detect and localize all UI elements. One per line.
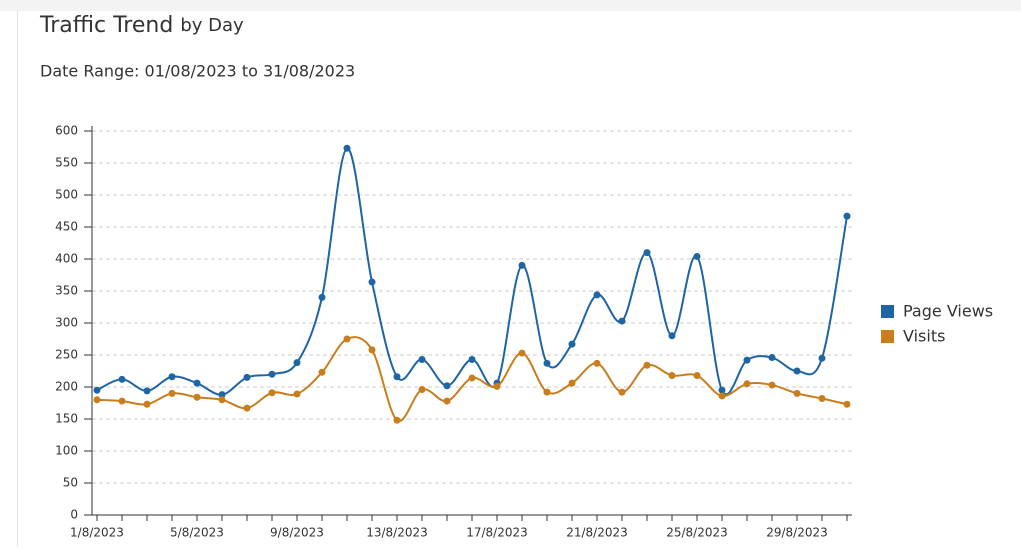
- data-point: [318, 368, 326, 376]
- data-point: [443, 382, 451, 390]
- y-tick-label: 0: [70, 508, 78, 522]
- data-point: [843, 400, 851, 408]
- data-point: [168, 373, 176, 381]
- x-tick-label: 29/8/2023: [766, 526, 828, 540]
- y-tick-label: 200: [55, 380, 78, 394]
- y-tick-label: 150: [55, 412, 78, 426]
- data-point: [418, 355, 426, 363]
- y-tick-label: 400: [55, 252, 78, 266]
- data-point: [818, 395, 826, 403]
- data-point: [93, 396, 101, 404]
- x-tick-label: 1/8/2023: [70, 526, 124, 540]
- data-point: [143, 400, 151, 408]
- data-point: [518, 349, 526, 357]
- data-point: [693, 371, 701, 379]
- data-point: [293, 390, 301, 398]
- data-point: [343, 335, 351, 343]
- data-point: [743, 356, 751, 364]
- data-point: [843, 212, 851, 220]
- data-point: [468, 355, 476, 363]
- data-point: [643, 361, 651, 369]
- x-tick-label: 21/8/2023: [566, 526, 628, 540]
- data-point: [593, 359, 601, 367]
- data-point: [768, 381, 776, 389]
- chart-title: Traffic Trend by Day: [39, 13, 244, 38]
- data-point: [418, 386, 426, 394]
- chart-subtitle: Date Range: 01/08/2023 to 31/08/2023: [40, 62, 355, 81]
- data-point: [643, 249, 651, 257]
- data-point: [143, 387, 151, 395]
- data-point: [293, 359, 301, 367]
- data-point: [818, 354, 826, 362]
- data-point: [568, 340, 576, 348]
- top-bar: [0, 0, 1021, 11]
- data-point: [193, 379, 201, 387]
- data-point: [393, 373, 401, 381]
- data-point: [443, 397, 451, 405]
- data-point: [318, 293, 326, 301]
- data-point: [368, 346, 376, 354]
- data-point: [193, 393, 201, 401]
- y-tick-label: 550: [55, 156, 78, 170]
- y-tick-label: 350: [55, 284, 78, 298]
- data-point: [168, 389, 176, 397]
- data-point: [268, 370, 276, 378]
- data-point: [693, 252, 701, 260]
- x-tick-label: 9/8/2023: [270, 526, 324, 540]
- data-point: [568, 379, 576, 387]
- y-tick-label: 300: [55, 316, 78, 330]
- title-main: Traffic Trend: [39, 13, 173, 38]
- legend-label: Visits: [903, 327, 945, 346]
- y-tick-label: 450: [55, 220, 78, 234]
- data-point: [218, 396, 226, 404]
- data-point: [743, 380, 751, 388]
- data-point: [243, 404, 251, 412]
- data-point: [793, 367, 801, 375]
- legend-swatch: [881, 330, 894, 343]
- data-point: [518, 261, 526, 269]
- data-point: [668, 332, 676, 340]
- data-point: [543, 359, 551, 367]
- x-tick-label: 5/8/2023: [170, 526, 224, 540]
- x-tick-label: 17/8/2023: [466, 526, 528, 540]
- data-point: [618, 388, 626, 396]
- data-point: [593, 291, 601, 299]
- data-point: [368, 278, 376, 286]
- y-tick-label: 250: [55, 348, 78, 362]
- x-tick-label: 25/8/2023: [666, 526, 728, 540]
- title-qualifier: by Day: [180, 15, 244, 36]
- y-tick-label: 50: [63, 476, 78, 490]
- y-tick-label: 500: [55, 188, 78, 202]
- data-point: [468, 374, 476, 382]
- data-point: [718, 392, 726, 400]
- data-point: [493, 382, 501, 390]
- legend-swatch: [881, 305, 894, 318]
- data-point: [118, 397, 126, 405]
- data-point: [218, 391, 226, 399]
- data-point: [543, 388, 551, 396]
- data-point: [768, 354, 776, 362]
- data-point: [93, 386, 101, 394]
- data-point: [243, 373, 251, 381]
- data-point: [393, 416, 401, 424]
- legend-label: Page Views: [903, 302, 993, 321]
- data-point: [668, 371, 676, 379]
- data-point: [343, 144, 351, 152]
- data-point: [793, 389, 801, 397]
- y-tick-label: 100: [55, 444, 78, 458]
- x-tick-label: 13/8/2023: [366, 526, 428, 540]
- data-point: [618, 317, 626, 325]
- data-point: [268, 389, 276, 397]
- data-point: [118, 375, 126, 383]
- y-tick-label: 600: [55, 124, 78, 138]
- data-point: [718, 386, 726, 394]
